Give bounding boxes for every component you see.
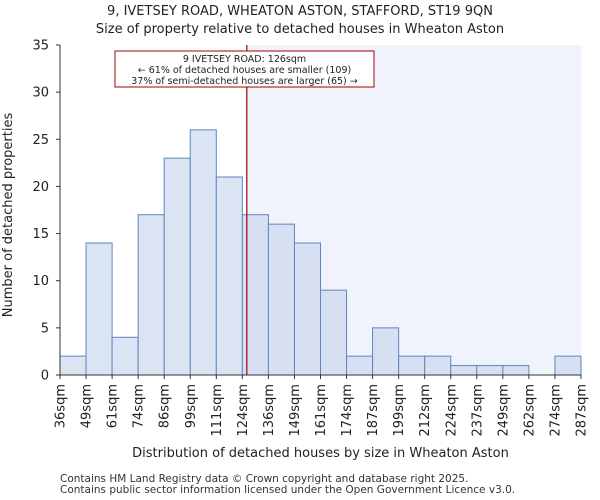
x-tick-label-174sqm: 174sqm [340,384,355,437]
y-tick-label-30: 30 [32,86,49,101]
bar-136sqm [267,223,295,376]
bar-chart: 0 5 10 15 20 25 30 35 36sqm 49sqm 61sqm 74sqm 86sqm 9… [1,39,590,462]
x-axis-title: Distribution of detached houses by size … [132,446,509,461]
bar-149sqm [293,242,322,376]
bar-99sqm [189,129,217,376]
x-tick-label-212sqm: 212sqm [418,384,433,437]
annotation-line-3: 37% of semi-detached houses are larger (… [131,76,358,87]
bar-161sqm [320,289,348,376]
annotation-box [114,50,375,88]
bar-111sqm [215,176,243,376]
x-tick-label-49sqm: 49sqm [80,384,95,428]
bar-199sqm [398,355,426,376]
x-tick-label-187sqm: 187sqm [366,384,381,437]
bar-187sqm [372,327,400,376]
y-tick-label-10: 10 [32,274,49,289]
bar-224sqm [450,365,478,376]
y-tick-label-20: 20 [32,180,49,195]
x-tick-label-74sqm: 74sqm [132,384,147,428]
x-tick-label-99sqm: 99sqm [184,384,199,428]
bar-249sqm [502,365,530,376]
x-tick-label-249sqm: 249sqm [496,384,511,437]
annotation-line-1: 9 IVETSEY ROAD: 126sqm [183,54,306,65]
bar-74sqm [137,214,165,376]
x-tick-label-287sqm: 287sqm [575,384,590,437]
bar-174sqm [346,355,374,376]
x-tick-label-36sqm: 36sqm [54,384,69,428]
bar-36sqm [59,355,87,376]
x-tick-label-161sqm: 161sqm [314,384,329,437]
x-tick-label-111sqm: 111sqm [210,384,225,437]
x-tick-label-149sqm: 149sqm [288,384,303,437]
x-tick-label-237sqm: 237sqm [470,384,485,437]
y-axis-title: Number of detached properties [1,113,16,318]
footer-copyright: Contains HM Land Registry data © Crown c… [60,473,469,485]
x-tick-label-274sqm: 274sqm [548,384,563,437]
bar-274sqm [554,355,582,376]
bar-61sqm [111,336,139,376]
y-tick-label-25: 25 [32,133,49,148]
x-tick-label-262sqm: 262sqm [522,384,537,437]
y-tick-label-5: 5 [41,321,49,336]
x-tick-label-86sqm: 86sqm [158,384,173,428]
bar-237sqm [476,365,504,376]
bar-49sqm [85,242,113,376]
bar-212sqm [424,355,452,376]
chart-title: 9, IVETSEY ROAD, WHEATON ASTON, STAFFORD… [107,4,493,19]
annotation-line-2: ← 61% of detached houses are smaller (10… [138,65,351,76]
x-tick-label-199sqm: 199sqm [392,384,407,437]
y-tick-label-35: 35 [32,39,49,54]
x-tick-label-224sqm: 224sqm [444,384,459,437]
chart-subtitle: Size of property relative to detached ho… [95,22,505,37]
y-tick-label-15: 15 [32,227,49,242]
footer-licence: Contains public sector information licen… [60,484,516,496]
y-tick-label-0: 0 [41,369,49,384]
bar-86sqm [163,157,191,376]
x-tick-label-124sqm: 124sqm [236,384,251,437]
x-tick-label-136sqm: 136sqm [262,384,277,437]
x-tick-label-61sqm: 61sqm [106,384,121,428]
